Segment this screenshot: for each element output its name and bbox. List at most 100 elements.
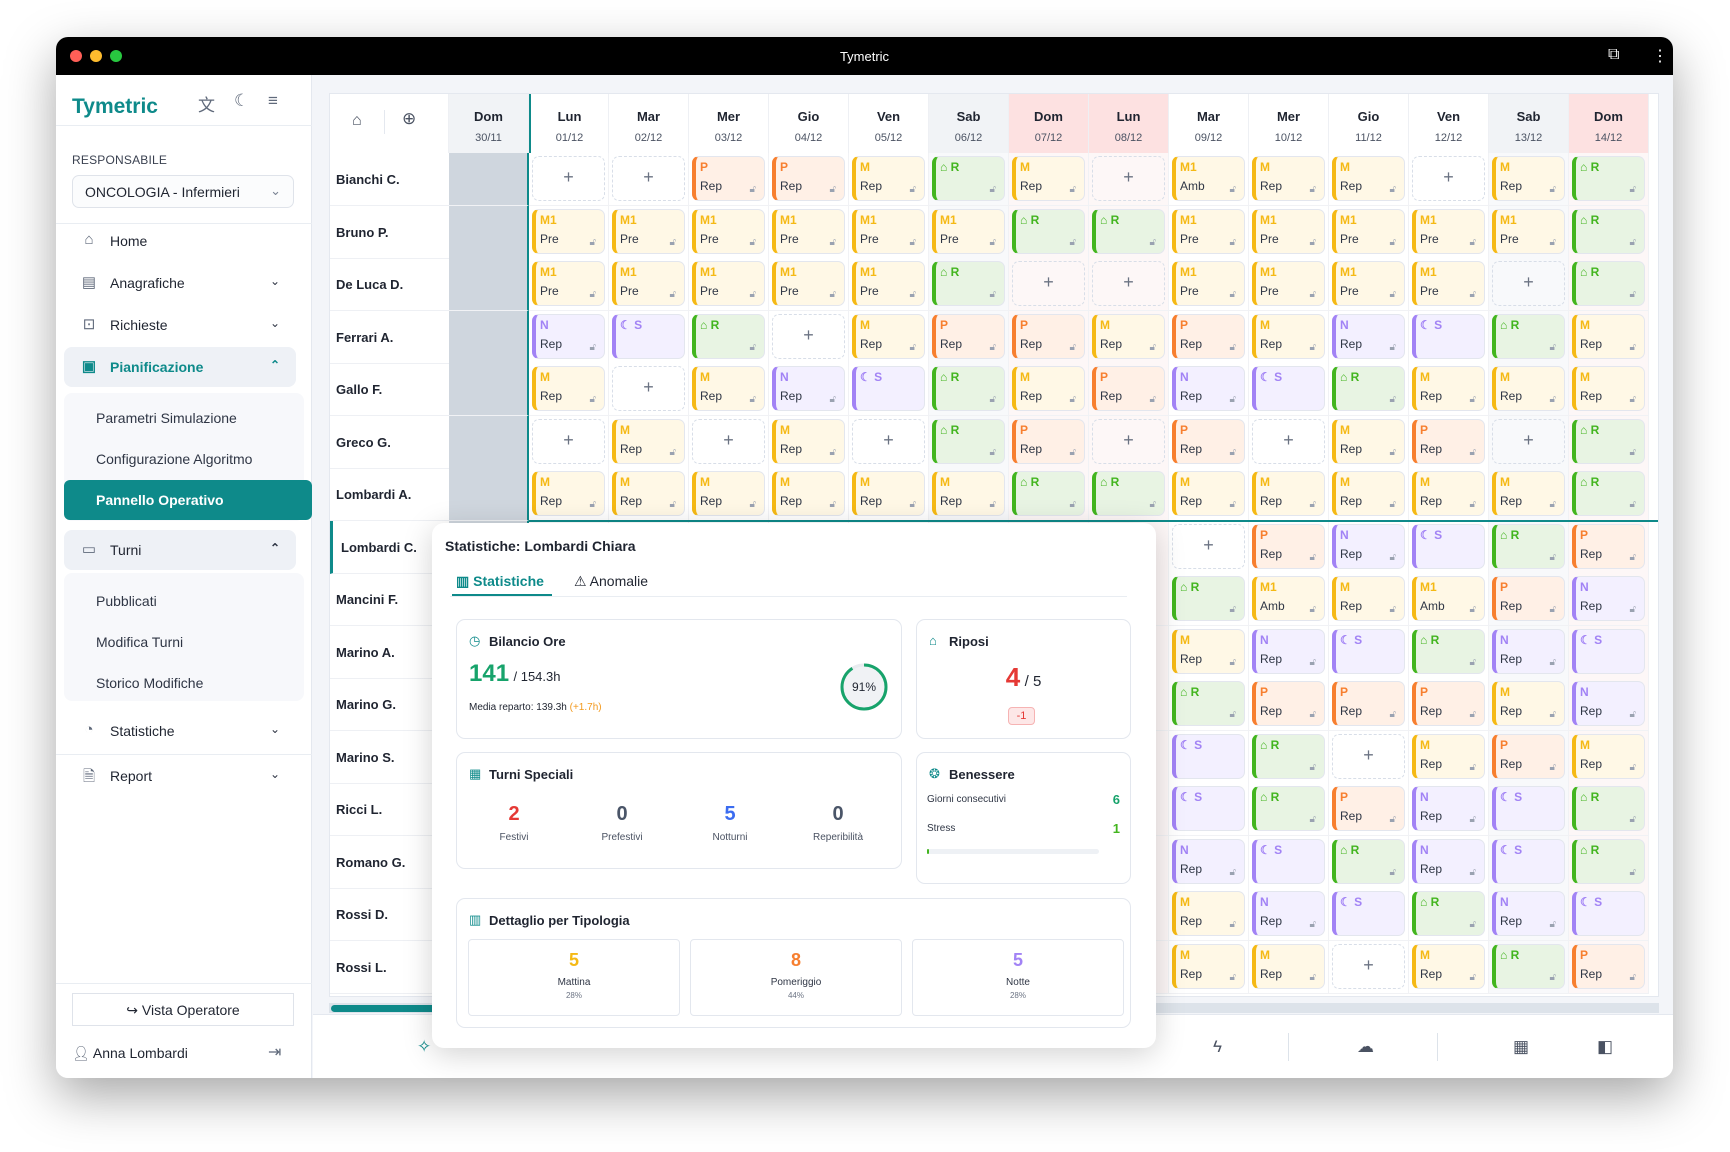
schedule-cell[interactable]: ⌂ R 🔓︎ — [1569, 468, 1649, 521]
schedule-cell[interactable]: M1 Pre 🔓︎ — [1409, 258, 1489, 311]
column-header[interactable]: Mar 02/12 — [609, 94, 689, 153]
employee-name[interactable]: Ferrari A. — [330, 311, 449, 364]
shift-m1[interactable]: M1 Pre 🔓︎ — [612, 261, 685, 306]
schedule-cell[interactable]: ⌂ R 🔓︎ — [1569, 415, 1649, 469]
schedule-cell[interactable]: M Rep 🔓︎ — [1409, 940, 1489, 994]
schedule-cell[interactable]: N Rep 🔓︎ — [1489, 625, 1569, 679]
add-shift-button[interactable]: + — [532, 418, 605, 464]
shift-r[interactable]: ⌂ R 🔓︎ — [1572, 471, 1645, 516]
unlock-icon[interactable]: 🔓︎ — [1469, 814, 1476, 825]
shift-m[interactable]: M Rep 🔓︎ — [1492, 366, 1565, 411]
shift-p[interactable]: P Rep 🔓︎ — [1492, 733, 1565, 779]
shift-m1[interactable]: M1 Pre 🔓︎ — [932, 208, 1005, 254]
unlock-icon[interactable]: 🔓︎ — [1229, 394, 1236, 405]
unlock-icon[interactable]: 🔓︎ — [989, 184, 996, 195]
schedule-cell[interactable]: M1 Pre 🔓︎ — [1169, 258, 1249, 311]
unlock-icon[interactable]: 🔓︎ — [1469, 394, 1476, 405]
unlock-icon[interactable]: 🔓︎ — [989, 236, 996, 248]
shift-p[interactable]: P Rep 🔓︎ — [1172, 313, 1245, 359]
unlock-icon[interactable]: 🔓︎ — [1549, 184, 1556, 195]
schedule-cell[interactable]: M1 Pre 🔓︎ — [689, 258, 769, 311]
schedule-cell[interactable]: M Rep 🔓︎ — [1249, 153, 1329, 206]
unlock-icon[interactable]: 🔓︎ — [749, 289, 756, 300]
unlock-icon[interactable]: 🔓︎ — [1469, 499, 1476, 510]
shift-p[interactable]: P Rep 🔓︎ — [1492, 576, 1565, 621]
unlock-icon[interactable]: 🔓︎ — [1549, 341, 1556, 353]
unlock-icon[interactable]: 🔓︎ — [1069, 394, 1076, 405]
shift-m1[interactable]: M1 Pre 🔓︎ — [772, 261, 845, 306]
unlock-icon[interactable]: 🔓︎ — [1469, 604, 1476, 615]
shift-m1[interactable]: M1 Amb 🔓︎ — [1172, 156, 1245, 201]
unlock-icon[interactable]: 🔓︎ — [1229, 236, 1236, 248]
shift-m1[interactable]: M1 Pre 🔓︎ — [852, 261, 925, 306]
column-header[interactable]: Ven 12/12 — [1409, 94, 1489, 153]
schedule-cell[interactable]: + — [689, 415, 769, 469]
schedule-cell[interactable]: M1 Pre 🔓︎ — [609, 205, 689, 259]
schedule-cell[interactable]: ☾ S — [1169, 783, 1249, 836]
unlock-icon[interactable]: 🔓︎ — [589, 289, 596, 300]
schedule-cell[interactable]: P Rep 🔓︎ — [1249, 678, 1329, 731]
schedule-cell[interactable]: ⌂ R 🔓︎ — [929, 258, 1009, 311]
shift-m1[interactable]: M1 Pre 🔓︎ — [1412, 208, 1485, 254]
unlock-icon[interactable]: 🔓︎ — [1229, 499, 1236, 510]
shift-r[interactable]: ⌂ R 🔓︎ — [1092, 208, 1165, 254]
shift-p[interactable]: P Rep 🔓︎ — [1252, 523, 1325, 569]
unlock-icon[interactable]: 🔓︎ — [1629, 551, 1636, 563]
sidebar-item-configurazione-algoritmo[interactable]: Configurazione Algoritmo — [96, 451, 253, 467]
employee-name[interactable]: Rossi L. — [330, 941, 449, 994]
shift-r[interactable]: ⌂ R 🔓︎ — [1252, 733, 1325, 779]
shift-s[interactable]: ☾ S — [1332, 628, 1405, 674]
sparkles-icon[interactable]: ✧ — [417, 1037, 432, 1056]
unlock-icon[interactable]: 🔓︎ — [589, 394, 596, 405]
schedule-cell[interactable]: + — [1329, 730, 1409, 784]
unlock-icon[interactable]: 🔓︎ — [1549, 499, 1556, 510]
unlock-icon[interactable]: 🔓︎ — [1629, 394, 1636, 405]
dark-mode-moon-icon[interactable]: ☾ — [234, 91, 250, 110]
shift-m1[interactable]: M1 Pre 🔓︎ — [1172, 261, 1245, 306]
shift-m[interactable]: M Rep 🔓︎ — [1412, 471, 1485, 516]
unlock-icon[interactable]: 🔓︎ — [1629, 184, 1636, 195]
unlock-icon[interactable]: 🔓︎ — [1229, 656, 1236, 668]
schedule-cell[interactable]: + — [769, 310, 849, 364]
schedule-cell[interactable]: M1 Pre 🔓︎ — [849, 258, 929, 311]
unlock-icon[interactable]: 🔓︎ — [1309, 499, 1316, 510]
column-header[interactable]: Gio 11/12 — [1329, 94, 1409, 153]
shift-n[interactable]: N Rep 🔓︎ — [1412, 838, 1485, 884]
unlock-icon[interactable]: 🔓︎ — [1629, 499, 1636, 510]
schedule-cell[interactable]: ⌂ R 🔓︎ — [1329, 835, 1409, 889]
add-shift-button[interactable]: + — [1252, 418, 1325, 464]
shift-r[interactable]: ⌂ R 🔓︎ — [1252, 786, 1325, 831]
schedule-cell[interactable]: + — [1089, 258, 1169, 311]
schedule-cell[interactable]: M Rep 🔓︎ — [1249, 468, 1329, 521]
sidebar-item-home[interactable]: ⌂ Home — [64, 221, 296, 261]
shift-s[interactable]: ☾ S — [852, 366, 925, 411]
unlock-icon[interactable]: 🔓︎ — [1389, 866, 1396, 878]
column-header[interactable]: Lun 01/12 — [529, 94, 609, 153]
shift-m1[interactable]: M1 Amb 🔓︎ — [1252, 576, 1325, 621]
schedule-cell[interactable]: P Rep 🔓︎ — [1009, 415, 1089, 469]
add-shift-button[interactable]: + — [1012, 261, 1085, 306]
schedule-cell[interactable]: ⌂ R 🔓︎ — [1089, 468, 1169, 521]
schedule-cell[interactable]: M Rep 🔓︎ — [1249, 310, 1329, 364]
schedule-cell[interactable]: M Rep 🔓︎ — [1169, 625, 1249, 679]
schedule-cell[interactable]: P Rep 🔓︎ — [1569, 940, 1649, 994]
unlock-icon[interactable]: 🔓︎ — [1229, 709, 1236, 720]
schedule-cell[interactable]: M1 Pre 🔓︎ — [529, 205, 609, 259]
schedule-cell[interactable]: M1 Pre 🔓︎ — [1249, 258, 1329, 311]
employee-name[interactable]: Marino A. — [330, 626, 449, 679]
schedule-cell[interactable]: + — [1489, 415, 1569, 469]
unlock-icon[interactable]: 🔓︎ — [1469, 971, 1476, 983]
sidebar-item-anagrafiche[interactable]: ▤ Anagrafiche ⌄ — [64, 263, 296, 303]
menu-icon[interactable]: ≡ — [268, 91, 278, 110]
unlock-icon[interactable]: 🔓︎ — [1229, 604, 1236, 615]
unlock-icon[interactable]: 🔓︎ — [1309, 289, 1316, 300]
shift-m[interactable]: M Rep 🔓︎ — [532, 471, 605, 516]
schedule-cell[interactable]: ⌂ R 🔓︎ — [1249, 783, 1329, 836]
schedule-cell[interactable]: N Rep 🔓︎ — [1169, 363, 1249, 416]
schedule-cell[interactable]: + — [1489, 258, 1569, 311]
schedule-cell[interactable]: ⌂ R 🔓︎ — [1009, 468, 1089, 521]
shift-m[interactable]: M Rep 🔓︎ — [1492, 681, 1565, 726]
unlock-icon[interactable]: 🔓︎ — [1389, 499, 1396, 510]
schedule-cell[interactable]: + — [1249, 415, 1329, 469]
shift-m[interactable]: M Rep 🔓︎ — [1012, 156, 1085, 201]
